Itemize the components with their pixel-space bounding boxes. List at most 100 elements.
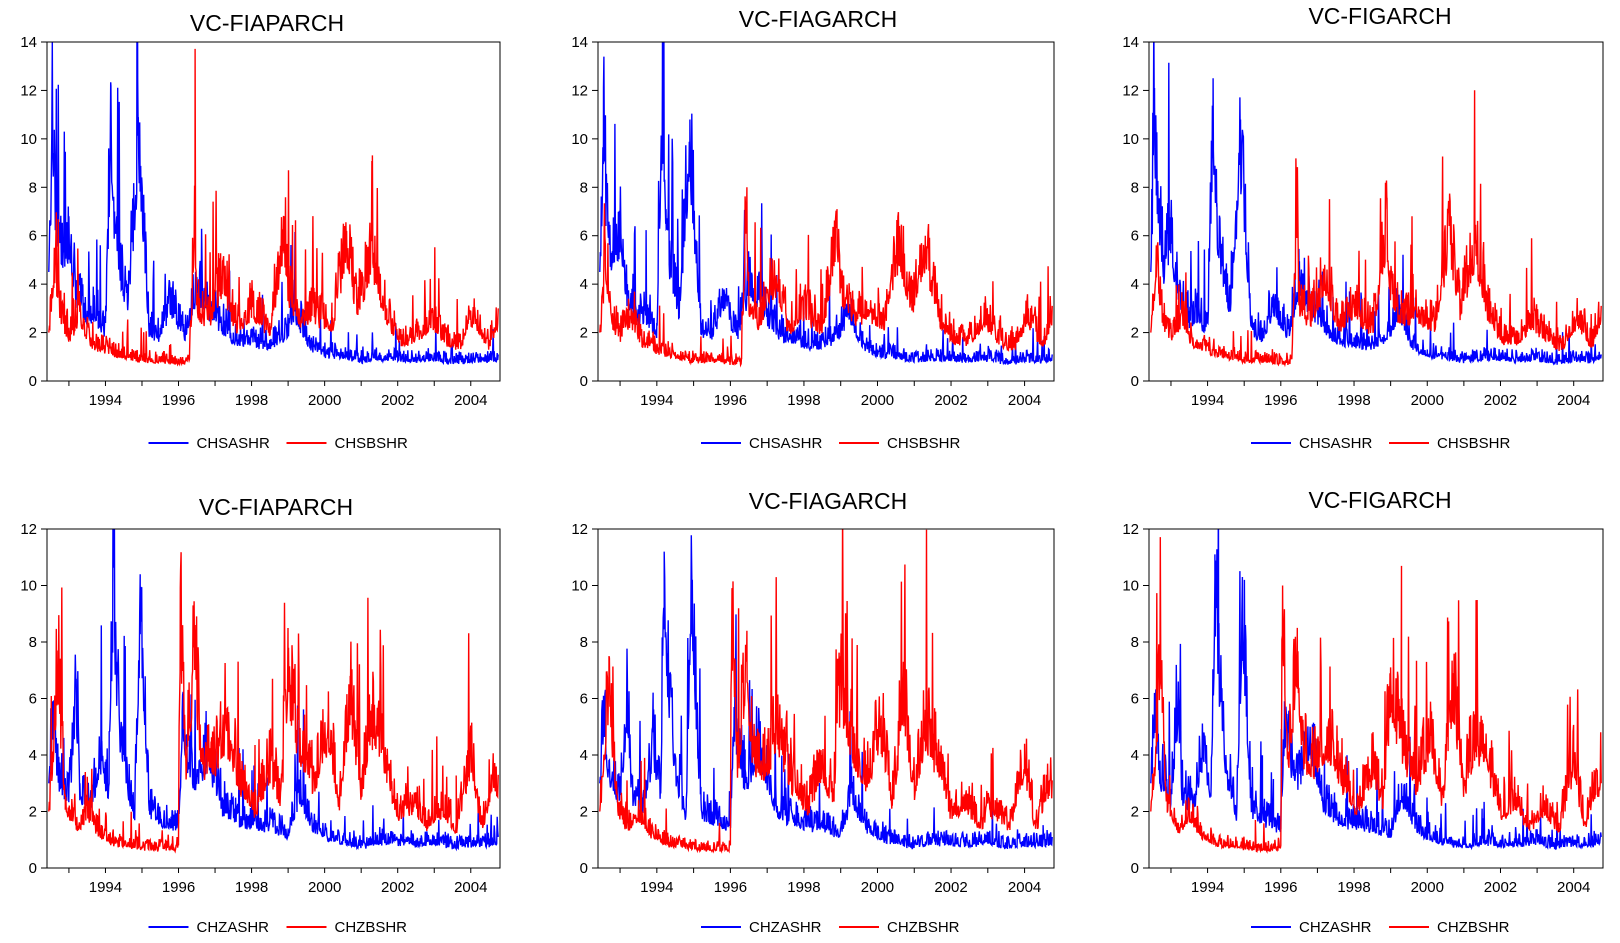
- x-tick-label: 1994: [89, 392, 122, 409]
- legend-label-chzashr: CHZASHR: [197, 919, 270, 936]
- chart-title: VC-FIGARCH: [1308, 487, 1451, 513]
- y-tick-label: 4: [29, 276, 37, 293]
- y-tick-label: 8: [1131, 634, 1139, 651]
- series-line-chzashr: [48, 529, 499, 852]
- x-tick-label: 2002: [1484, 392, 1517, 409]
- plot-frame: [597, 41, 1055, 382]
- x-tick-label: 1996: [714, 392, 747, 409]
- chart-title: VC-FIAPARCH: [190, 10, 344, 36]
- y-tick-label: 6: [1131, 228, 1139, 245]
- y-tick-label: 2: [1131, 325, 1139, 342]
- y-tick-label: 0: [1131, 860, 1139, 877]
- x-tick-label: 1998: [1337, 392, 1370, 409]
- y-tick-label: 4: [29, 747, 37, 764]
- y-tick-label: 8: [580, 179, 588, 196]
- x-tick-label: 1994: [1191, 879, 1224, 896]
- x-tick-label: 1994: [640, 879, 673, 896]
- y-tick-label: 10: [571, 578, 588, 595]
- x-tick-label: 1998: [787, 879, 820, 896]
- chart-title: VC-FIAGARCH: [749, 488, 907, 514]
- y-tick-label: 0: [580, 860, 588, 877]
- y-tick-label: 2: [1131, 804, 1139, 821]
- y-tick-label: 10: [571, 131, 588, 148]
- series-group: [1150, 529, 1602, 854]
- chart-panel-3: VC-FIGARCH 0 2 4 6 8 10 12 14 1994 1996 1998 2000 200…: [1122, 3, 1604, 452]
- legend: CHZASHR CHZBSHR: [148, 919, 408, 936]
- x-tick-label: 2004: [1557, 879, 1590, 896]
- x-tick-label: 1998: [1337, 879, 1370, 896]
- series-line-chzashr: [599, 535, 1053, 850]
- chart-panel-1: VC-FIAPARCH 0 2 4 6 8 10 12 14 1994 1996 1998 2000 20…: [20, 10, 501, 452]
- x-tick-label: 2004: [1008, 879, 1041, 896]
- x-tick-label: 2002: [381, 879, 414, 896]
- chart-panel-4: VC-FIAPARCH 0 2 4 6 8 10 12 1994 1996 1998 2000 2002…: [20, 494, 501, 936]
- y-tick-label: 12: [571, 82, 588, 99]
- series-group: [48, 42, 499, 367]
- x-tick-label: 2004: [1008, 392, 1041, 409]
- legend-label-chzbshr: CHZBSHR: [335, 919, 408, 936]
- y-tick-label: 4: [580, 747, 588, 764]
- series-line-chzbshr: [1150, 537, 1602, 854]
- legend: CHZASHR CHZBSHR: [1251, 919, 1510, 936]
- plot-frame: [46, 41, 501, 382]
- x-tick-label: 2004: [454, 392, 487, 409]
- series-group: [48, 529, 499, 854]
- x-tick-label: 1998: [235, 392, 268, 409]
- plot-frame: [1148, 41, 1604, 382]
- y-tick-label: 12: [571, 521, 588, 538]
- y-tick-label: 12: [20, 82, 37, 99]
- legend: CHSASHR CHSBSHR: [148, 435, 409, 452]
- x-tick-label: 2004: [454, 879, 487, 896]
- x-tick-label: 2002: [1484, 879, 1517, 896]
- legend-label-chsbshr: CHSBSHR: [887, 435, 961, 452]
- x-tick-label: 2000: [861, 392, 894, 409]
- y-tick-label: 2: [580, 325, 588, 342]
- series-line-chsbshr: [599, 187, 1053, 368]
- x-tick-label: 1996: [714, 879, 747, 896]
- x-tick-label: 1996: [162, 392, 195, 409]
- x-tick-label: 2000: [308, 879, 341, 896]
- chart-panel-5: VC-FIAGARCH 0 2 4 6 8 10 12 1994 1996 1998 2000 2002…: [571, 488, 1055, 936]
- y-tick-label: 12: [1122, 521, 1139, 538]
- x-tick-label: 1996: [1264, 392, 1297, 409]
- series-group: [1150, 42, 1602, 368]
- y-tick-label: 14: [571, 34, 588, 51]
- legend-label-chsashr: CHSASHR: [1299, 435, 1373, 452]
- y-tick-label: 4: [1131, 747, 1139, 764]
- chart-title: VC-FIAGARCH: [739, 6, 897, 32]
- x-tick-label: 2002: [934, 392, 967, 409]
- x-tick-label: 1996: [162, 879, 195, 896]
- y-tick-label: 10: [1122, 131, 1139, 148]
- y-tick-label: 6: [580, 691, 588, 708]
- x-tick-label: 1994: [89, 879, 122, 896]
- legend-label-chzashr: CHZASHR: [749, 919, 822, 936]
- series-line-chsashr: [599, 42, 1053, 366]
- chart-title: VC-FIGARCH: [1308, 3, 1451, 29]
- legend: CHSASHR CHSBSHR: [1251, 435, 1511, 452]
- chart-panel-2: VC-FIAGARCH 0 2 4 6 8 10 12 14 1994 1996 1998 2000 20…: [571, 6, 1055, 452]
- y-tick-label: 8: [29, 634, 37, 651]
- series-line-chzbshr: [48, 552, 499, 854]
- legend-label-chsbshr: CHSBSHR: [335, 435, 409, 452]
- y-tick-label: 8: [29, 179, 37, 196]
- legend-label-chsashr: CHSASHR: [749, 435, 823, 452]
- legend-label-chsbshr: CHSBSHR: [1437, 435, 1511, 452]
- legend: CHZASHR CHZBSHR: [701, 919, 960, 936]
- y-tick-label: 10: [1122, 578, 1139, 595]
- y-tick-label: 14: [20, 34, 37, 51]
- series-line-chsbshr: [48, 48, 499, 367]
- legend-label-chzashr: CHZASHR: [1299, 919, 1372, 936]
- series-group: [599, 42, 1053, 368]
- chart-title: VC-FIAPARCH: [199, 494, 353, 520]
- y-tick-label: 12: [20, 521, 37, 538]
- x-tick-label: 2004: [1557, 392, 1590, 409]
- y-tick-label: 6: [29, 228, 37, 245]
- x-tick-label: 1994: [640, 392, 673, 409]
- y-tick-label: 2: [29, 804, 37, 821]
- y-tick-label: 6: [1131, 691, 1139, 708]
- legend-label-chzbshr: CHZBSHR: [887, 919, 960, 936]
- series-line-chzbshr: [599, 529, 1053, 854]
- y-tick-label: 12: [1122, 82, 1139, 99]
- x-tick-label: 2000: [1411, 879, 1444, 896]
